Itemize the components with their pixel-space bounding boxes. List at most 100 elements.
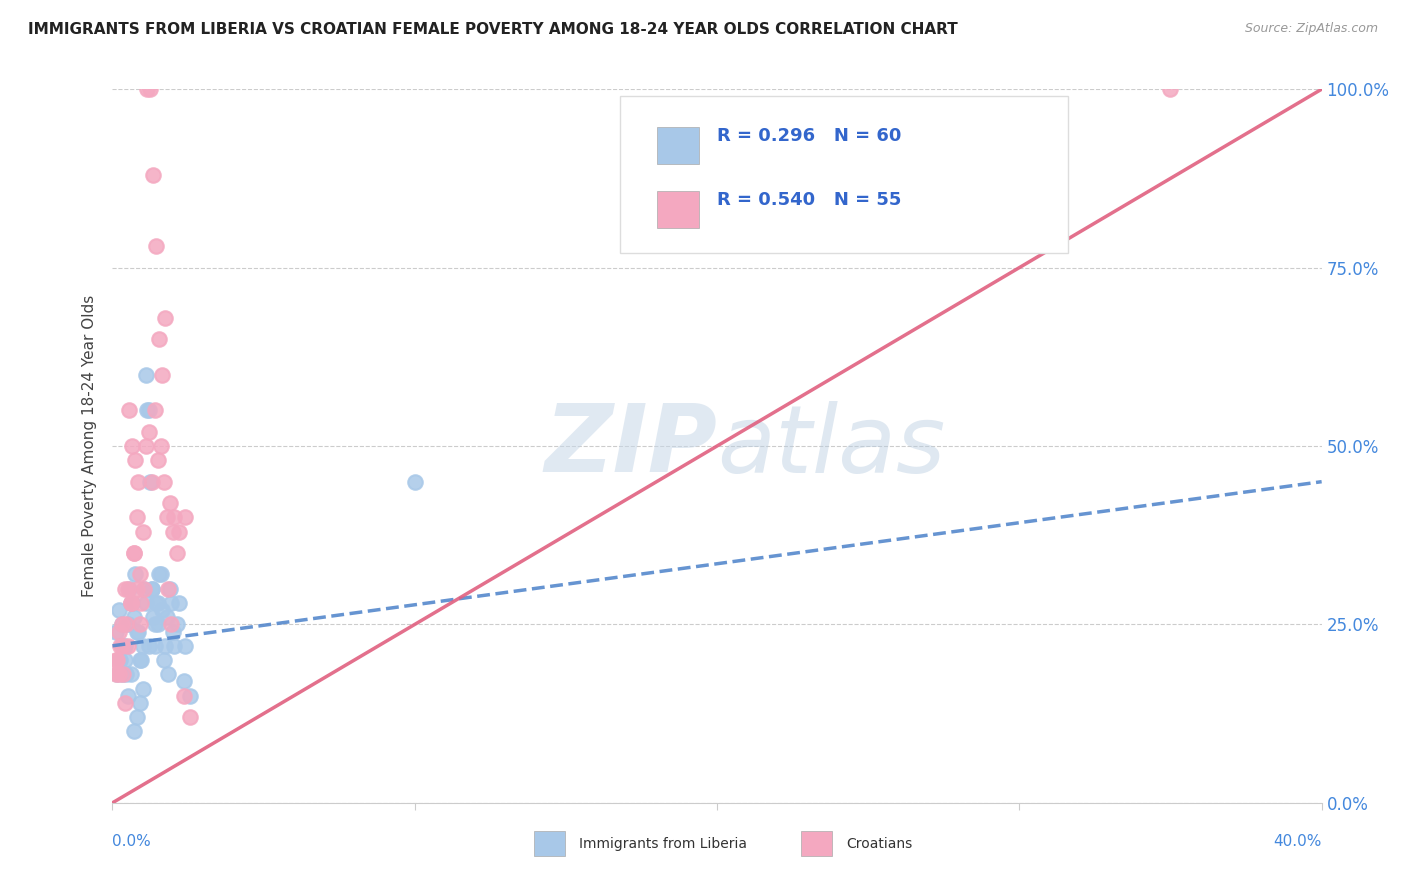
Point <box>160 596 183 610</box>
Point <box>150 603 173 617</box>
Text: Source: ZipAtlas.com: Source: ZipAtlas.com <box>1244 22 1378 36</box>
Point <box>108 653 131 667</box>
Point <box>127 582 149 596</box>
Point <box>121 596 143 610</box>
Point <box>166 617 188 632</box>
Point <box>125 710 148 724</box>
Point <box>107 603 129 617</box>
Point <box>143 639 166 653</box>
Point <box>128 653 150 667</box>
Point <box>122 724 145 739</box>
Text: Immigrants from Liberia: Immigrants from Liberia <box>579 837 747 851</box>
Point <box>138 425 160 439</box>
Point <box>114 653 136 667</box>
Point <box>404 475 426 489</box>
Bar <box>657 127 699 164</box>
Point <box>162 624 184 639</box>
Point <box>128 567 150 582</box>
Point <box>149 567 172 582</box>
Point <box>142 168 165 182</box>
Point <box>136 403 159 417</box>
Text: R = 0.296   N = 60: R = 0.296 N = 60 <box>717 127 901 145</box>
Point <box>104 624 127 639</box>
Point <box>153 653 176 667</box>
Bar <box>657 191 699 228</box>
Point <box>105 667 128 681</box>
Point <box>110 617 132 632</box>
Point <box>139 475 162 489</box>
Point <box>132 639 155 653</box>
Point <box>125 624 148 639</box>
Point <box>146 596 169 610</box>
Point <box>153 475 176 489</box>
Point <box>143 617 166 632</box>
Text: 0.0%: 0.0% <box>112 834 152 849</box>
Point <box>117 617 139 632</box>
Point <box>145 239 167 253</box>
Point <box>146 453 169 467</box>
Point <box>156 610 179 624</box>
Point <box>155 310 177 325</box>
Point <box>120 596 142 610</box>
FancyBboxPatch shape <box>620 96 1067 253</box>
Point <box>115 617 138 632</box>
Point <box>120 596 142 610</box>
Point <box>135 596 157 610</box>
Point <box>117 582 139 596</box>
Point <box>127 624 149 639</box>
Point <box>108 639 131 653</box>
Point <box>128 696 150 710</box>
Point <box>125 510 148 524</box>
Point <box>138 639 160 653</box>
Text: atlas: atlas <box>717 401 945 491</box>
Point <box>108 624 131 639</box>
Bar <box>801 831 832 856</box>
Point <box>117 639 139 653</box>
Point <box>141 582 163 596</box>
Point <box>132 524 155 539</box>
Point <box>135 439 157 453</box>
Point <box>174 510 197 524</box>
Point <box>160 617 183 632</box>
Point <box>110 667 132 681</box>
Point <box>114 582 136 596</box>
Y-axis label: Female Poverty Among 18-24 Year Olds: Female Poverty Among 18-24 Year Olds <box>82 295 97 597</box>
Point <box>122 546 145 560</box>
Point <box>111 639 134 653</box>
Point <box>105 653 128 667</box>
Point <box>167 596 190 610</box>
Point <box>179 710 201 724</box>
Point <box>157 667 180 681</box>
Point <box>120 596 142 610</box>
Point <box>104 653 127 667</box>
Point <box>159 496 181 510</box>
Text: 40.0%: 40.0% <box>1274 834 1322 849</box>
Point <box>107 667 129 681</box>
Point <box>166 546 188 560</box>
Point <box>120 667 142 681</box>
Point <box>112 667 135 681</box>
Point <box>135 368 157 382</box>
Point <box>114 639 136 653</box>
Point <box>173 689 195 703</box>
Point <box>122 546 145 560</box>
Point <box>167 524 190 539</box>
Point <box>138 403 160 417</box>
Point <box>139 82 162 96</box>
Point <box>179 689 201 703</box>
Point <box>132 681 155 696</box>
Point <box>117 689 139 703</box>
Point <box>127 475 149 489</box>
Point <box>136 82 159 96</box>
Point <box>141 475 163 489</box>
Point <box>118 403 141 417</box>
Point <box>156 510 179 524</box>
Text: Croatians: Croatians <box>846 837 912 851</box>
Point <box>155 639 177 653</box>
Point <box>141 582 163 596</box>
Point <box>145 596 167 610</box>
Point <box>112 639 135 653</box>
Point <box>148 567 170 582</box>
Point <box>159 582 181 596</box>
Point <box>114 696 136 710</box>
